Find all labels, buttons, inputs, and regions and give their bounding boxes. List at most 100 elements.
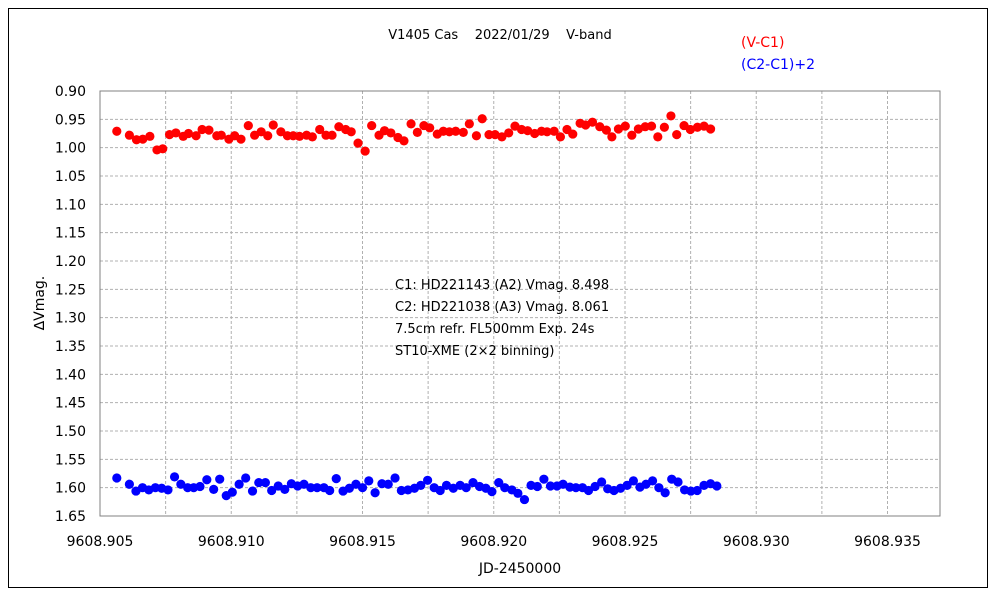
- data-point-c2-c1: [260, 477, 270, 488]
- y-tick-label: 1.10: [55, 197, 86, 213]
- data-point-c2-c1: [124, 479, 134, 489]
- data-point-v-c1: [425, 123, 435, 133]
- data-point-v-c1: [653, 132, 663, 142]
- data-point-v-c1: [112, 126, 122, 136]
- data-point-v-c1: [360, 146, 370, 156]
- data-point-c2-c1: [416, 480, 426, 490]
- data-point-c2-c1: [325, 485, 335, 496]
- annotation-line-c2: C2: HD221038 (A3) Vmag. 8.061: [395, 300, 609, 315]
- data-point-v-c1: [477, 114, 487, 124]
- data-point-v-c1: [197, 124, 207, 135]
- y-tick-label: 1.30: [55, 311, 86, 327]
- data-point-v-c1: [171, 128, 181, 138]
- data-point-c2-c1: [215, 474, 225, 484]
- data-point-v-c1: [523, 126, 533, 136]
- y-tick-label: 1.65: [55, 509, 86, 525]
- y-tick-label: 1.55: [55, 452, 86, 468]
- data-point-v-c1: [497, 132, 507, 142]
- y-tick-label: 0.95: [55, 112, 86, 128]
- data-point-c2-c1: [423, 475, 433, 485]
- data-point-v-c1: [353, 138, 363, 148]
- y-tick-label: 1.00: [55, 141, 86, 157]
- x-axis-title: JD-2450000: [478, 561, 561, 577]
- data-point-c2-c1: [692, 485, 702, 496]
- x-tick-label: 9608.920: [460, 534, 527, 550]
- data-point-v-c1: [191, 131, 201, 141]
- x-tick-label: 9608.915: [329, 534, 396, 550]
- data-point-v-c1: [504, 128, 514, 138]
- data-point-v-c1: [236, 134, 246, 144]
- data-point-v-c1: [627, 130, 637, 140]
- data-point-c2-c1: [227, 487, 237, 497]
- data-point-v-c1: [158, 144, 168, 154]
- x-tick-label: 9608.925: [592, 534, 659, 550]
- y-tick-label: 1.60: [55, 481, 86, 497]
- data-point-v-c1: [464, 119, 474, 129]
- data-point-v-c1: [672, 130, 682, 140]
- data-point-v-c1: [555, 132, 566, 142]
- data-point-v-c1: [386, 128, 396, 138]
- data-point-v-c1: [568, 129, 578, 139]
- data-point-c2-c1: [519, 494, 530, 505]
- data-point-c2-c1: [254, 477, 264, 488]
- data-point-v-c1: [294, 131, 305, 141]
- data-point-c2-c1: [461, 483, 471, 493]
- data-point-c2-c1: [390, 473, 400, 483]
- data-point-c2-c1: [673, 477, 683, 487]
- data-point-c2-c1: [545, 481, 556, 491]
- data-point-c2-c1: [494, 477, 504, 488]
- data-point-c2-c1: [357, 483, 368, 493]
- annotation-line-camera: ST10-XME (2×2 binning): [395, 344, 554, 359]
- data-point-v-c1: [145, 131, 155, 141]
- data-point-v-c1: [458, 127, 468, 137]
- data-point-v-c1: [346, 127, 356, 137]
- y-axis-title: ∆Vmag.: [32, 276, 48, 332]
- data-point-v-c1: [204, 125, 214, 135]
- data-point-c2-c1: [660, 488, 670, 498]
- data-point-c2-c1: [487, 487, 497, 497]
- y-tick-label: 0.90: [55, 84, 86, 100]
- data-point-v-c1: [601, 125, 611, 135]
- data-point-c2-c1: [396, 485, 406, 496]
- data-point-v-c1: [549, 126, 559, 136]
- data-point-v-c1: [307, 132, 317, 142]
- data-point-v-c1: [124, 130, 134, 140]
- annotation-line-telescope: 7.5cm refr. FL500mm Exp. 24s: [395, 322, 595, 337]
- data-point-v-c1: [666, 111, 676, 121]
- data-point-c2-c1: [267, 485, 277, 496]
- points-layer: [112, 111, 722, 505]
- data-point-c2-c1: [331, 474, 341, 484]
- data-point-c2-c1: [590, 481, 600, 492]
- legend-series-v-c1: (V-C1): [741, 35, 784, 51]
- data-point-c2-c1: [532, 481, 542, 492]
- data-point-v-c1: [315, 124, 325, 135]
- data-point-c2-c1: [195, 481, 205, 492]
- y-tick-label: 1.15: [55, 226, 86, 242]
- data-point-v-c1: [183, 128, 194, 139]
- y-tick-label: 1.50: [55, 424, 86, 440]
- data-point-v-c1: [406, 119, 416, 129]
- x-tick-label: 9608.935: [854, 534, 921, 550]
- data-point-c2-c1: [202, 475, 212, 485]
- y-tick-label: 1.05: [55, 169, 86, 185]
- data-point-v-c1: [327, 130, 337, 140]
- data-point-c2-c1: [654, 483, 664, 493]
- data-point-c2-c1: [647, 476, 658, 486]
- data-point-c2-c1: [370, 488, 380, 498]
- data-point-c2-c1: [241, 473, 251, 483]
- data-point-c2-c1: [383, 479, 393, 489]
- legend-series-c2-c1: (C2-C1)+2: [741, 57, 815, 73]
- data-point-c2-c1: [209, 484, 219, 494]
- x-tick-label: 9608.905: [67, 534, 134, 550]
- data-point-v-c1: [216, 130, 226, 140]
- data-point-v-c1: [412, 127, 422, 137]
- x-tick-label: 9608.910: [198, 534, 265, 550]
- data-point-c2-c1: [306, 483, 316, 493]
- data-point-v-c1: [367, 120, 377, 131]
- data-point-c2-c1: [112, 473, 122, 483]
- y-tick-label: 1.20: [55, 254, 86, 270]
- data-point-c2-c1: [597, 477, 607, 487]
- data-point-v-c1: [646, 121, 657, 131]
- y-tick-label: 1.40: [55, 367, 86, 383]
- data-point-v-c1: [263, 131, 273, 141]
